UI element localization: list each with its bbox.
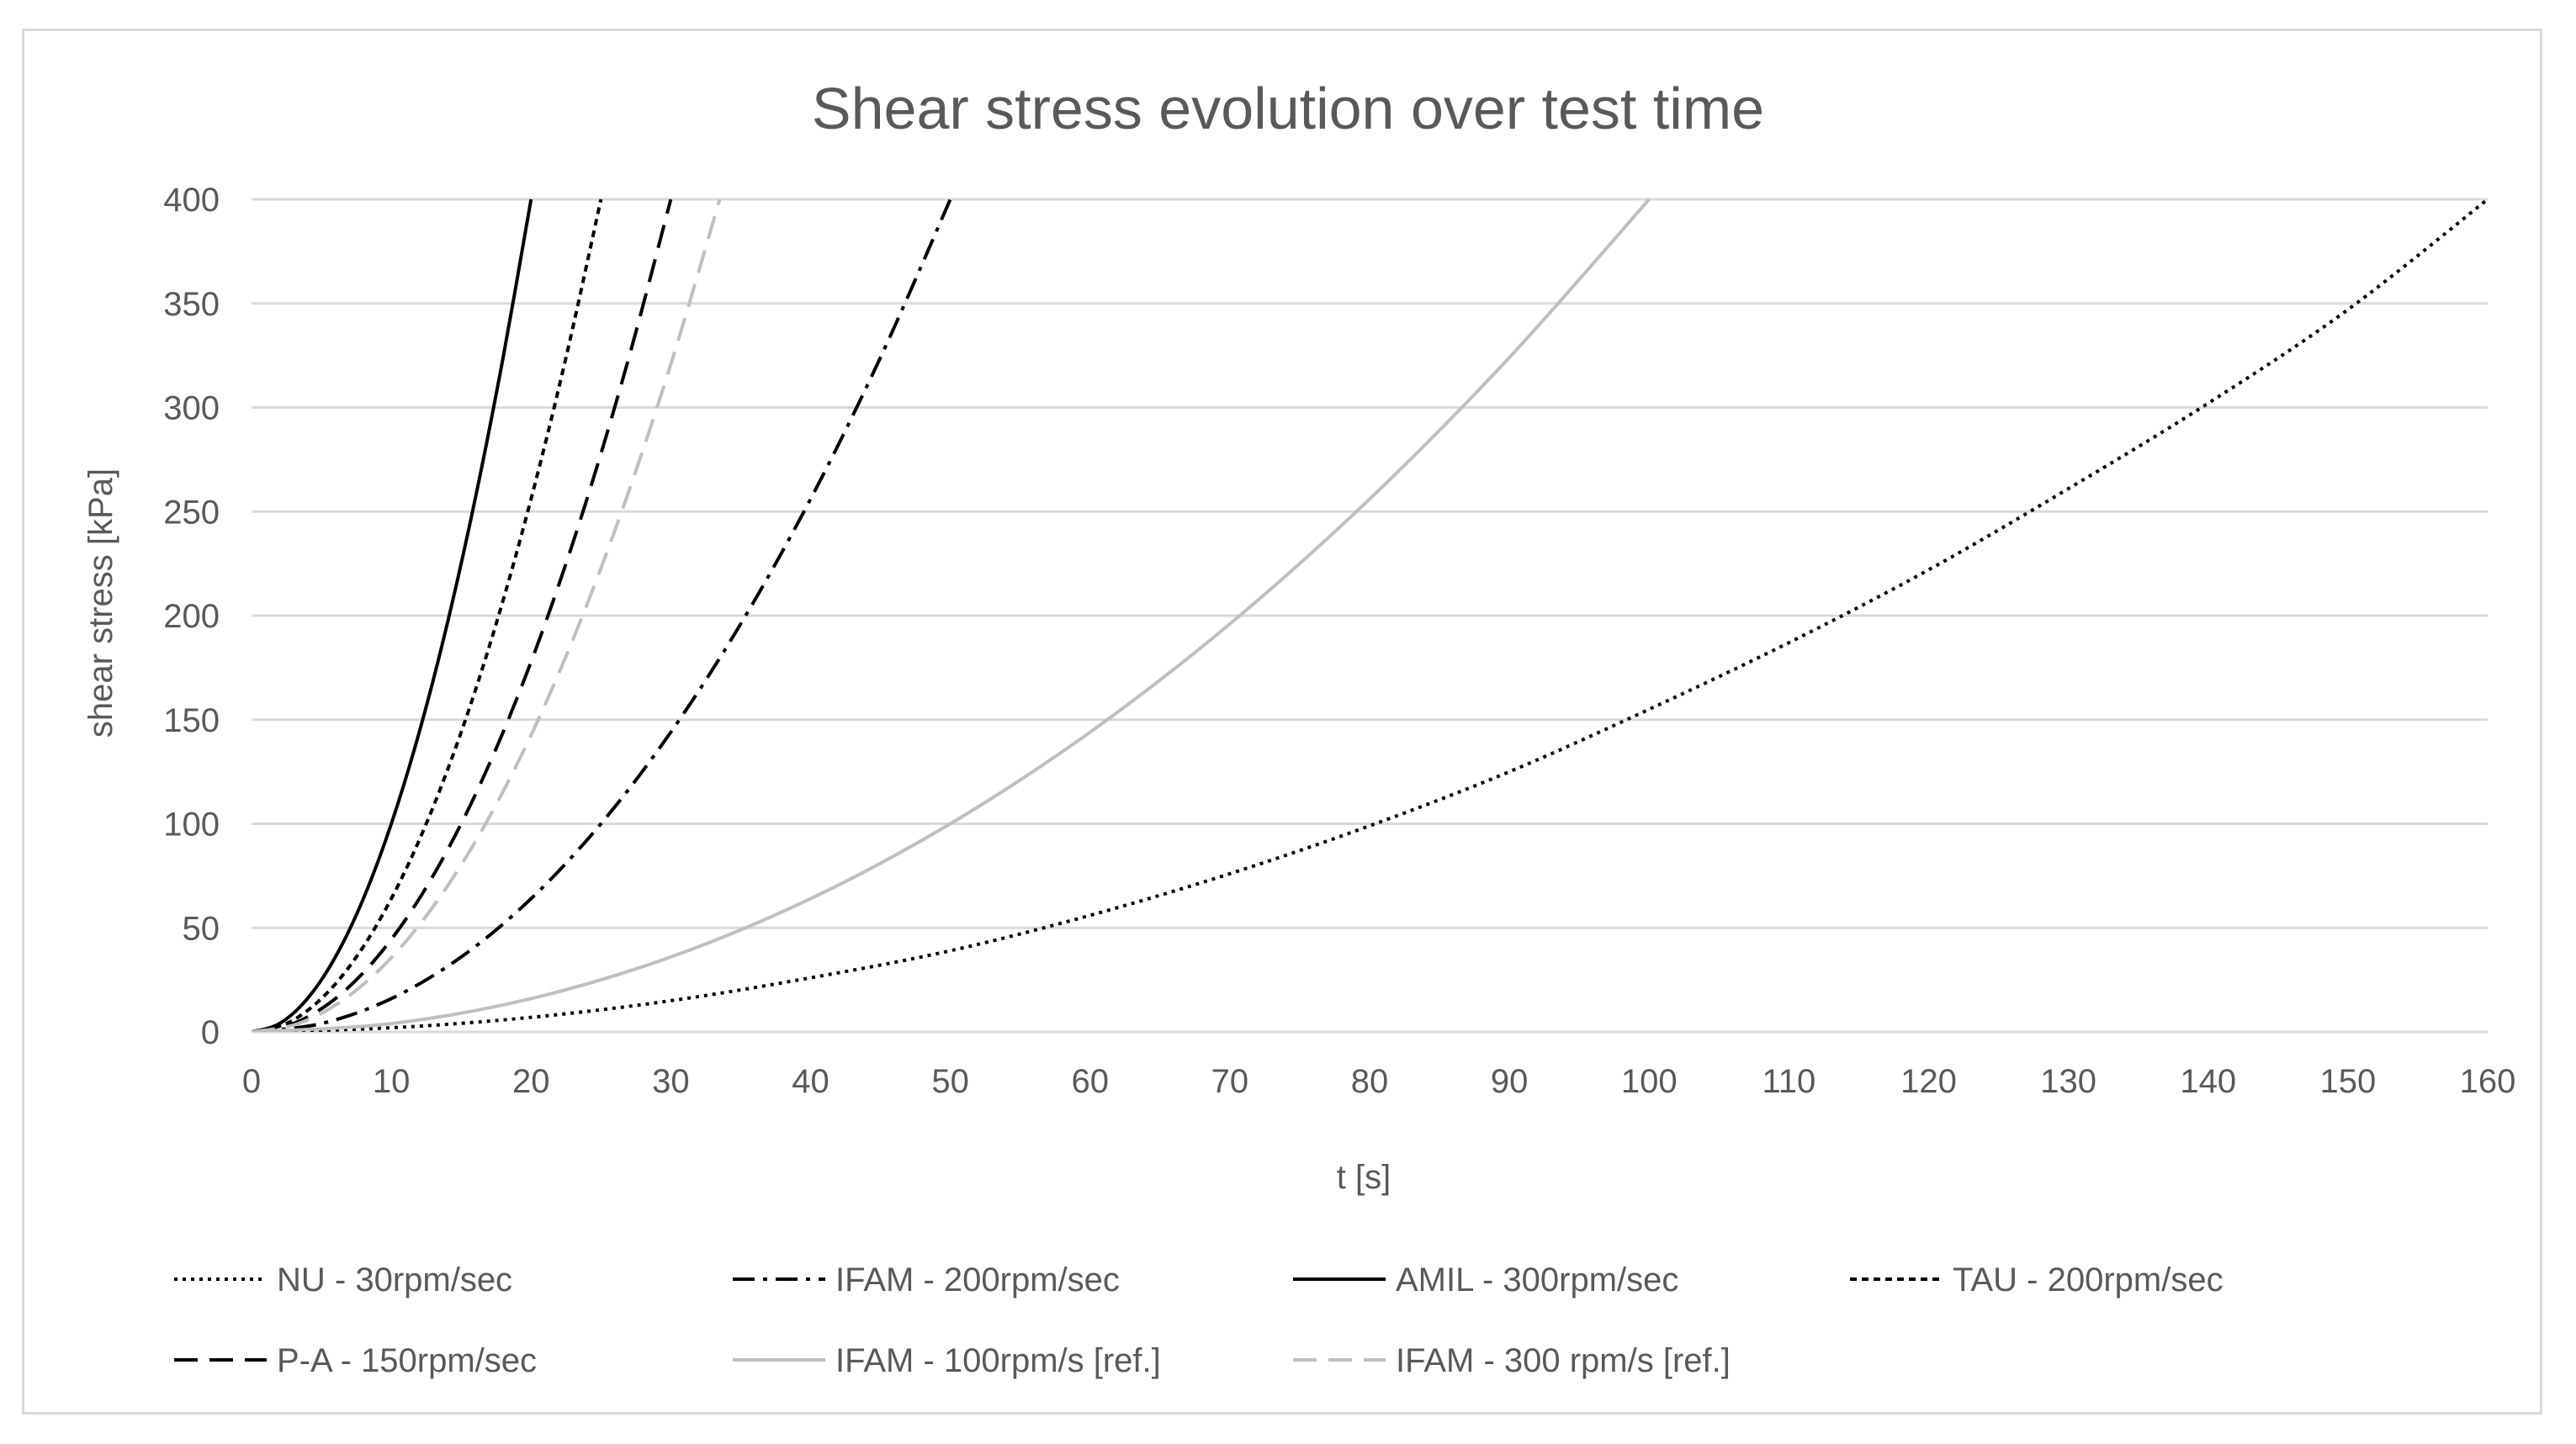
series-line-2 [252, 198, 952, 1032]
x-tick-label: 150 [2320, 1063, 2377, 1100]
legend-item: P-A - 150rpm/sec [174, 1342, 537, 1379]
y-axis-title: shear stress [kPa] [82, 468, 119, 738]
x-tick-label: 140 [2180, 1063, 2236, 1100]
legend-item: IFAM - 100rpm/s [ref.] [733, 1342, 1161, 1379]
x-tick-label: 110 [1762, 1063, 1815, 1100]
y-tick-label: 300 [163, 390, 220, 427]
y-tick-label: 100 [163, 807, 220, 844]
x-tick-label: 10 [373, 1063, 411, 1100]
x-axis-title: t [s] [1337, 1159, 1391, 1196]
legend-item: IFAM - 200rpm/sec [733, 1262, 1120, 1299]
series-line-1 [252, 198, 2488, 1032]
x-tick-label: 120 [1900, 1063, 1957, 1100]
legend-label: NU - 30rpm/sec [277, 1262, 512, 1299]
legend-label: IFAM - 300 rpm/s [ref.] [1396, 1342, 1731, 1379]
legend-label: P-A - 150rpm/sec [277, 1342, 537, 1379]
y-tick-label: 200 [163, 598, 220, 635]
legend-label: IFAM - 200rpm/sec [835, 1262, 1120, 1299]
legend-label: IFAM - 100rpm/s [ref.] [835, 1342, 1161, 1379]
legend: NU - 30rpm/sec IFAM - 200rpm/sec AMIL - 30… [174, 1262, 2224, 1379]
series-line-6 [252, 198, 1651, 1032]
legend-item: IFAM - 300 rpm/s [ref.] [1293, 1342, 1731, 1379]
x-tick-label: 30 [652, 1063, 690, 1100]
legend-label: AMIL - 300rpm/sec [1396, 1262, 1678, 1299]
y-tick-label: 250 [163, 494, 220, 531]
x-tick-label: 100 [1621, 1063, 1678, 1100]
y-tick-label: 350 [163, 286, 220, 323]
x-tick-label: 80 [1351, 1063, 1389, 1100]
x-tick-label: 40 [792, 1063, 830, 1100]
series-line-4 [252, 198, 603, 1032]
y-tick-label: 50 [183, 910, 220, 947]
x-tick-label: 50 [931, 1063, 969, 1100]
series-line-5 [252, 198, 673, 1032]
y-tick-label: 0 [201, 1014, 220, 1051]
chart-title: Shear stress evolution over test time [812, 76, 1764, 141]
legend-item: AMIL - 300rpm/sec [1293, 1262, 1678, 1299]
x-tick-label: 90 [1491, 1063, 1529, 1100]
x-tick-label: 70 [1211, 1063, 1249, 1100]
y-tick-label: 400 [163, 182, 220, 219]
x-tick-label: 0 [242, 1063, 261, 1100]
series-line-7 [252, 198, 722, 1032]
legend-item: TAU - 200rpm/sec [1850, 1262, 2224, 1299]
legend-label: TAU - 200rpm/sec [1953, 1262, 2224, 1299]
y-tick-label: 150 [163, 702, 220, 739]
line-chart: Shear stress evolution over test time 0 5… [82, 76, 2516, 1379]
legend-item: NU - 30rpm/sec [174, 1262, 512, 1299]
series-line-3 [252, 198, 533, 1032]
x-tick-label: 60 [1072, 1063, 1110, 1100]
x-tick-label: 130 [2040, 1063, 2096, 1100]
x-tick-label: 20 [512, 1063, 550, 1100]
x-tick-label: 160 [2460, 1063, 2516, 1100]
chart-frame: Shear stress evolution over test time 0 5… [22, 29, 2542, 1415]
